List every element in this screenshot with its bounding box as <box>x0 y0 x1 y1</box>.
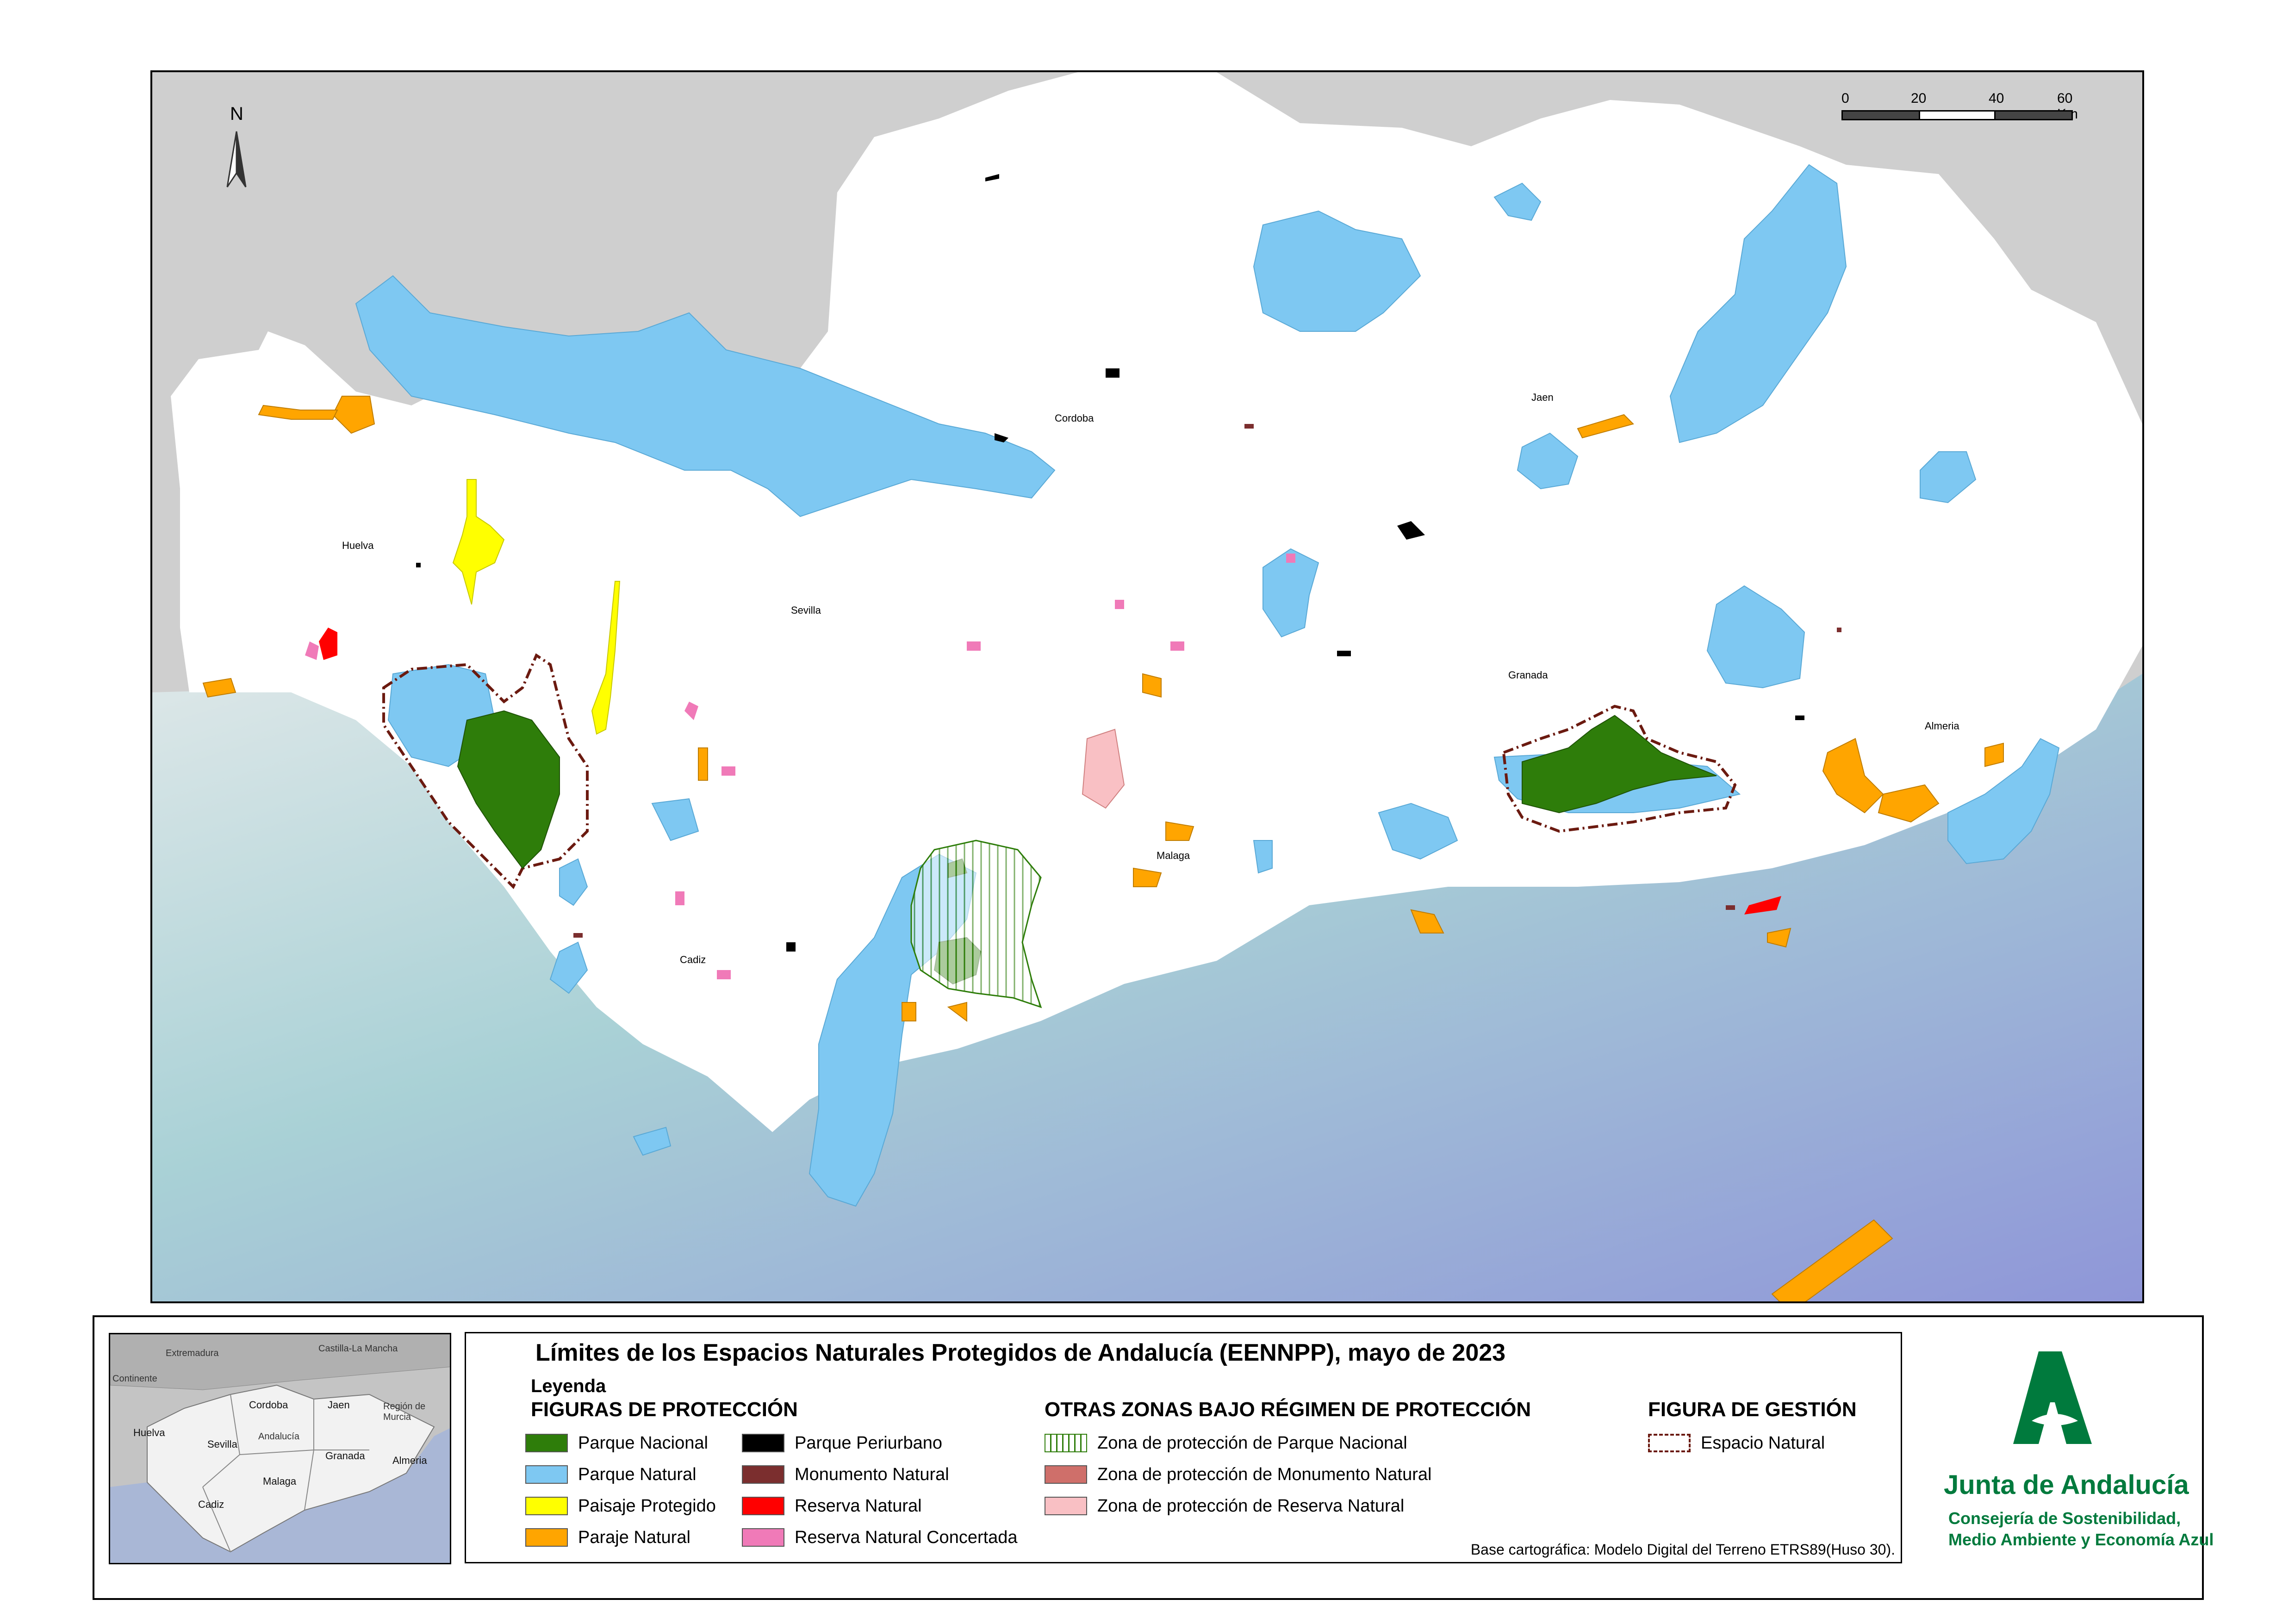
monumento-natural-areas <box>573 424 1841 938</box>
main-map[interactable]: Cordoba Jaen Huelva Sevilla Granada Alme… <box>150 70 2144 1303</box>
city-jaen: Jaen <box>1531 392 1554 403</box>
city-cadiz: Cadiz <box>680 954 706 965</box>
inset-label-andalucia: Andalucía <box>258 1431 299 1442</box>
zona-proteccion-parque-nacional <box>910 840 1042 1008</box>
legend-label: Reserva Natural Concertada <box>795 1527 1018 1547</box>
scale-segment-2 <box>1919 110 1996 120</box>
swatch-zona-reserva <box>1045 1497 1087 1515</box>
basemap-note: Base cartográfica: Modelo Digital del Te… <box>1470 1541 1895 1558</box>
swatch-espacio-natural <box>1648 1434 1691 1452</box>
scale-bar: 0 20 40 60 Km <box>1841 91 2082 123</box>
inset-label-sevilla: Sevilla <box>207 1438 237 1450</box>
scale-tick-0: 0 <box>1841 91 1849 106</box>
inset-label-castilla: Castilla-La Mancha <box>318 1344 398 1354</box>
city-almeria: Almeria <box>1925 720 1959 732</box>
scale-segment-3 <box>1994 110 2073 120</box>
gestion-heading: FIGURA DE GESTIÓN <box>1648 1398 1857 1421</box>
legend-title: Límites de los Espacios Naturales Proteg… <box>535 1339 1506 1366</box>
swatch-reserva-natural <box>742 1497 784 1515</box>
legend-item-parque-nacional: Parque Nacional <box>525 1432 708 1454</box>
legend-item-reserva-concertada: Reserva Natural Concertada <box>742 1527 1018 1548</box>
legend-heading: Leyenda <box>531 1376 606 1396</box>
inset-canvas <box>110 1334 450 1563</box>
junta-logo: Junta de Andalucía Consejería de Sosteni… <box>1916 1333 2214 1564</box>
logo-subtitle-1: Consejería de Sostenibilidad, <box>1948 1509 2181 1528</box>
legend-item-reserva-natural: Reserva Natural <box>742 1495 922 1517</box>
legend: Límites de los Espacios Naturales Proteg… <box>465 1332 1902 1563</box>
legend-label: Parque Natural <box>578 1464 697 1484</box>
north-arrow-icon <box>226 131 247 187</box>
andalucia-region <box>171 72 2142 1132</box>
legend-label: Monumento Natural <box>795 1464 949 1484</box>
legend-item-monumento-natural: Monumento Natural <box>742 1464 949 1485</box>
swatch-zona-monumento <box>1045 1465 1087 1484</box>
inset-label-almeria: Almeria <box>392 1455 427 1466</box>
parque-periurbano-areas <box>416 174 1804 952</box>
swatch-parque-natural <box>525 1465 568 1484</box>
parque-natural-areas <box>355 164 2060 1207</box>
espacio-natural-outlines <box>382 653 1737 890</box>
legend-label: Paraje Natural <box>578 1527 690 1547</box>
city-huelva: Huelva <box>342 540 374 551</box>
legend-label: Zona de protección de Parque Nacional <box>1097 1433 1407 1453</box>
figuras-heading: FIGURAS DE PROTECCIÓN <box>531 1398 798 1421</box>
swatch-zona-parque-nacional <box>1045 1434 1087 1452</box>
inset-label-murcia: Región de Murcia <box>383 1401 426 1422</box>
city-malaga: Malaga <box>1157 850 1190 861</box>
scale-tick-20: 20 <box>1911 91 1927 106</box>
north-arrow: N <box>222 104 259 196</box>
legend-item-parque-natural: Parque Natural <box>525 1464 697 1485</box>
inset-label-jaen: Jaen <box>328 1399 350 1411</box>
swatch-reserva-concertada <box>742 1528 784 1547</box>
swatch-paisaje-protegido <box>525 1497 568 1515</box>
swatch-parque-periurbano <box>742 1434 784 1452</box>
logo-subtitle-2: Medio Ambiente y Economía Azul <box>1948 1530 2214 1549</box>
legend-label: Reserva Natural <box>795 1496 922 1516</box>
north-label: N <box>230 104 243 124</box>
swatch-paraje-natural <box>525 1528 568 1547</box>
inset-label-continente: Continente <box>112 1374 157 1384</box>
paisaje-protegido-areas <box>452 479 621 735</box>
inset-label-huelva: Huelva <box>133 1427 165 1438</box>
legend-item-espacio-natural: Espacio Natural <box>1648 1432 1825 1454</box>
city-granada: Granada <box>1508 669 1548 681</box>
inset-label-malaga: Malaga <box>263 1475 297 1487</box>
scale-segment-1 <box>1841 110 1920 120</box>
reserva-natural-areas <box>305 554 1781 979</box>
legend-label: Parque Nacional <box>578 1433 708 1453</box>
city-cordoba: Cordoba <box>1055 412 1094 424</box>
logo-name: Junta de Andalucía <box>1944 1470 2189 1500</box>
city-sevilla: Sevilla <box>791 604 821 616</box>
inset-label-extremadura: Extremadura <box>166 1348 219 1358</box>
map-canvas <box>152 72 2142 1301</box>
inset-label-cadiz: Cadiz <box>198 1499 224 1510</box>
legend-label: Zona de protección de Monumento Natural <box>1097 1464 1432 1484</box>
legend-label: Paisaje Protegido <box>578 1496 716 1516</box>
inset-label-cordoba: Cordoba <box>249 1399 288 1411</box>
legend-item-zona-parque-nacional: Zona de protección de Parque Nacional <box>1045 1432 1407 1454</box>
inset-label-granada: Granada <box>325 1450 365 1462</box>
legend-label: Espacio Natural <box>1701 1433 1825 1453</box>
legend-item-paraje-natural: Paraje Natural <box>525 1527 690 1548</box>
scale-tick-40: 40 <box>1989 91 2004 106</box>
paraje-natural-areas <box>202 396 2004 1301</box>
inset-map[interactable]: Extremadura Castilla-La Mancha Continent… <box>109 1333 451 1564</box>
legend-item-zona-reserva: Zona de protección de Reserva Natural <box>1045 1495 1404 1517</box>
bottom-panel <box>93 1315 2204 1600</box>
swatch-parque-nacional <box>525 1434 568 1452</box>
legend-item-paisaje-protegido: Paisaje Protegido <box>525 1495 716 1517</box>
legend-label: Parque Periurbano <box>795 1433 942 1453</box>
junta-logo-icon <box>2013 1351 2092 1444</box>
legend-label: Zona de protección de Reserva Natural <box>1097 1496 1405 1516</box>
legend-item-zona-monumento: Zona de protección de Monumento Natural <box>1045 1464 1431 1485</box>
legend-item-parque-periurbano: Parque Periurbano <box>742 1432 942 1454</box>
swatch-monumento-natural <box>742 1465 784 1484</box>
otras-heading: OTRAS ZONAS BAJO RÉGIMEN DE PROTECCIÓN <box>1045 1398 1531 1421</box>
